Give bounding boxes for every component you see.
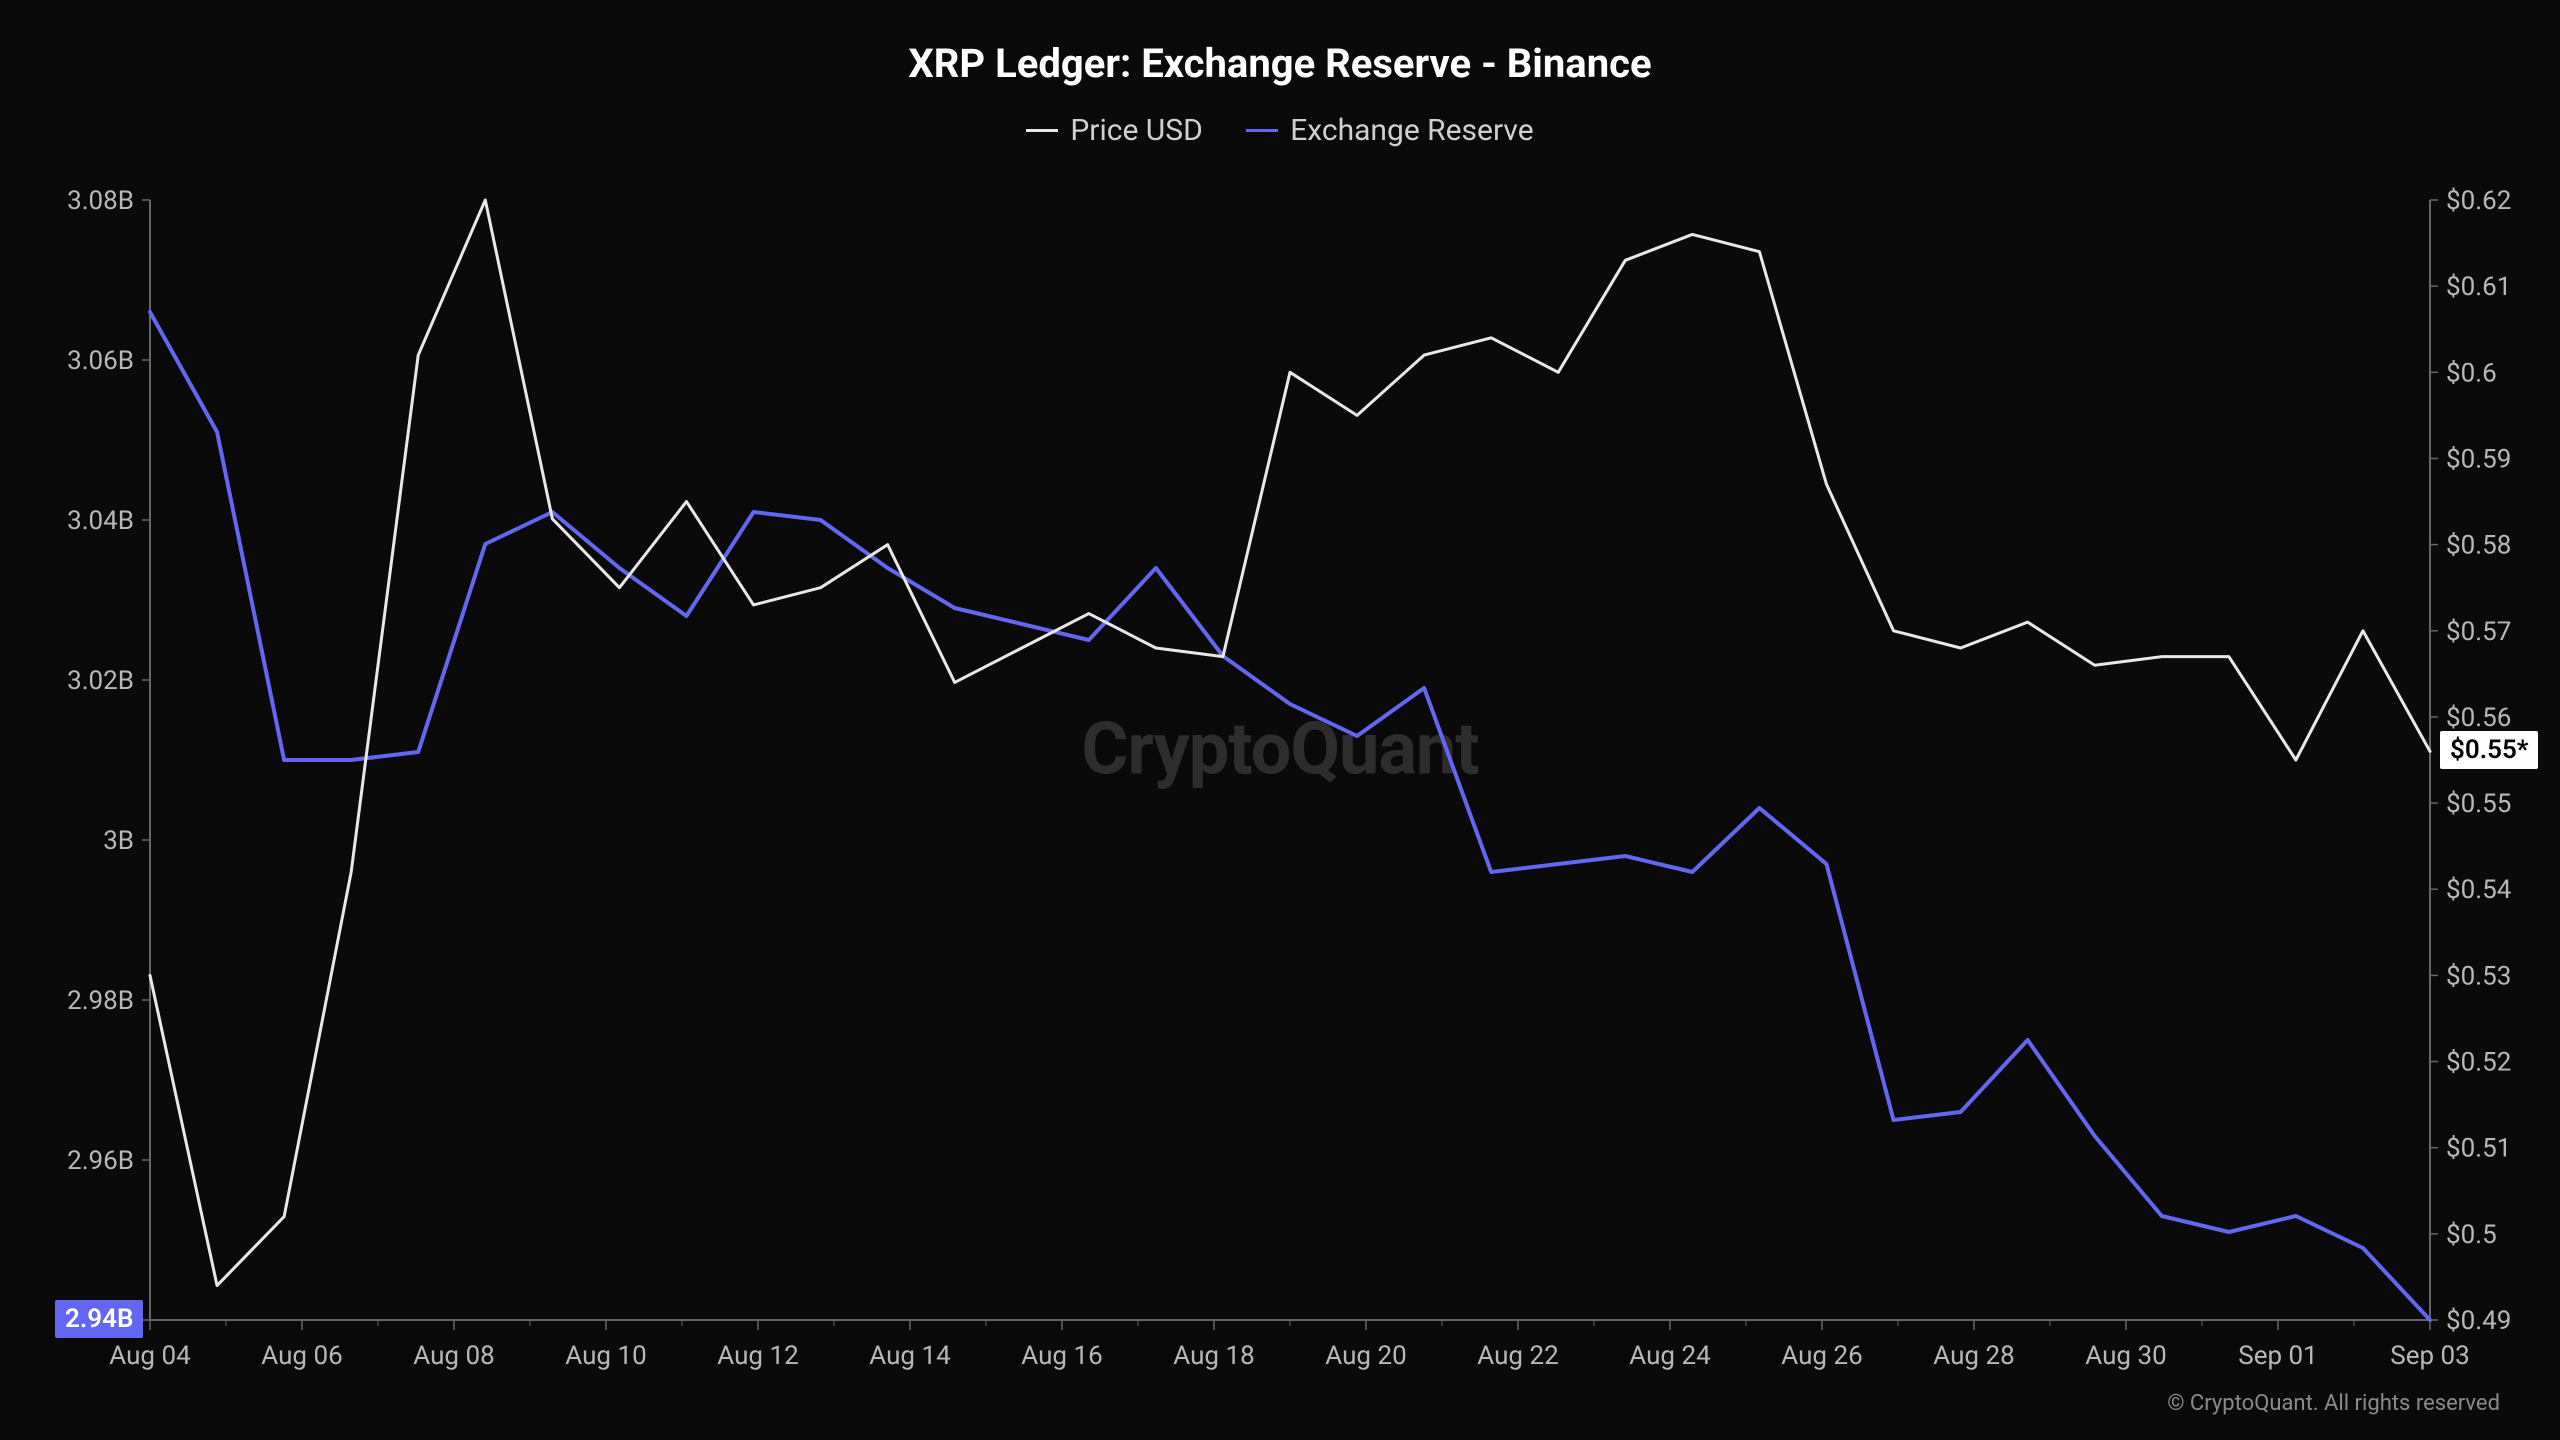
- svg-text:3.06B: 3.06B: [67, 346, 134, 376]
- svg-text:2.98B: 2.98B: [67, 986, 134, 1016]
- svg-text:Sep 03: Sep 03: [2390, 1341, 2470, 1371]
- svg-text:$0.61: $0.61: [2446, 272, 2511, 302]
- svg-text:$0.57: $0.57: [2446, 617, 2511, 647]
- svg-text:Aug 18: Aug 18: [1173, 1341, 1254, 1371]
- svg-text:3.08B: 3.08B: [67, 186, 134, 216]
- svg-text:Aug 26: Aug 26: [1781, 1341, 1862, 1371]
- plot-svg: 2.94B 2.96B 2.98B 3B 3.02B 3.04B 3.06B 3.08B $0.…: [0, 0, 2560, 1440]
- svg-text:Aug 22: Aug 22: [1477, 1341, 1558, 1371]
- svg-text:Aug 30: Aug 30: [2085, 1341, 2166, 1371]
- svg-text:$0.6: $0.6: [2446, 358, 2497, 388]
- svg-text:Aug 24: Aug 24: [1629, 1341, 1711, 1371]
- svg-text:Aug 04: Aug 04: [109, 1341, 191, 1371]
- chart-container: XRP Ledger: Exchange Reserve - Binance P…: [0, 0, 2560, 1440]
- copyright-text: © CryptoQuant. All rights reserved: [2167, 1391, 2500, 1416]
- svg-text:$0.49: $0.49: [2446, 1306, 2511, 1336]
- svg-text:Aug 12: Aug 12: [717, 1341, 798, 1371]
- svg-text:Aug 28: Aug 28: [1933, 1341, 2014, 1371]
- current-value-badge-left: 2.94B: [55, 1300, 143, 1338]
- svg-text:Sep 01: Sep 01: [2238, 1341, 2318, 1371]
- svg-text:$0.5: $0.5: [2446, 1220, 2497, 1250]
- svg-text:Aug 06: Aug 06: [261, 1341, 342, 1371]
- svg-text:$0.62: $0.62: [2446, 186, 2511, 216]
- svg-text:$0.58: $0.58: [2446, 531, 2511, 561]
- svg-text:Aug 08: Aug 08: [413, 1341, 494, 1371]
- current-value-badge-right: $0.55*: [2440, 731, 2538, 769]
- svg-text:$0.54: $0.54: [2446, 875, 2512, 905]
- svg-text:3B: 3B: [103, 826, 134, 856]
- svg-text:$0.55: $0.55: [2446, 789, 2511, 819]
- svg-text:Aug 20: Aug 20: [1325, 1341, 1406, 1371]
- svg-text:$0.56: $0.56: [2446, 703, 2511, 733]
- svg-text:3.04B: 3.04B: [67, 506, 134, 536]
- svg-text:$0.59: $0.59: [2446, 444, 2511, 474]
- svg-text:Aug 14: Aug 14: [869, 1341, 951, 1371]
- svg-text:$0.52: $0.52: [2446, 1048, 2511, 1078]
- svg-text:$0.53: $0.53: [2446, 961, 2511, 991]
- svg-text:Aug 16: Aug 16: [1021, 1341, 1102, 1371]
- svg-text:Aug 10: Aug 10: [565, 1341, 646, 1371]
- svg-text:$0.51: $0.51: [2446, 1134, 2511, 1164]
- svg-text:2.96B: 2.96B: [67, 1146, 134, 1176]
- svg-text:3.02B: 3.02B: [67, 666, 134, 696]
